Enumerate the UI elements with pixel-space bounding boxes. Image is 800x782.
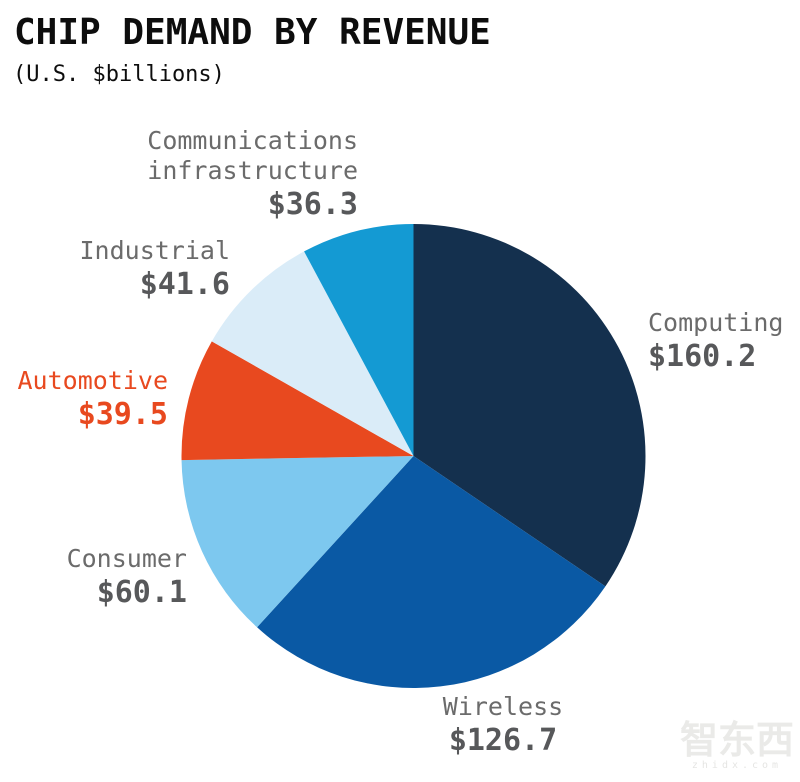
slice-value: $60.1 <box>96 575 187 610</box>
pie-slice-wireless <box>257 456 606 688</box>
annotation-consumer: Consumer $60.1 <box>67 544 187 610</box>
pie-slice-computing <box>413 224 646 587</box>
pie-slice-communications-infrastructure <box>304 223 414 456</box>
pie-slice-industrial <box>211 251 414 456</box>
slice-label: infrastructure <box>147 156 358 185</box>
slice-value: $36.3 <box>267 187 358 222</box>
slice-label: Communications <box>147 126 358 155</box>
slice-label: Industrial <box>79 236 230 265</box>
annotation-communications-infrastructure: Communications infrastructure $36.3 <box>147 126 358 222</box>
slice-label: Consumer <box>66 544 187 573</box>
chart-title: CHIP DEMAND BY REVENUE <box>14 12 491 53</box>
annotation-industrial: Industrial $41.6 <box>79 236 230 302</box>
chart-subtitle: (U.S. $billions) <box>13 62 225 87</box>
slice-label: Wireless <box>442 692 564 721</box>
slice-value: $160.2 <box>648 339 757 374</box>
slice-label: Computing <box>648 308 784 337</box>
annotation-computing: Computing $160.2 <box>648 308 783 374</box>
slice-value: $39.5 <box>77 397 168 432</box>
pie-slice-consumer <box>181 456 414 628</box>
slice-value: $41.6 <box>139 267 230 302</box>
annotation-wireless: Wireless $126.7 <box>383 692 623 758</box>
slice-label: Automotive <box>17 366 168 395</box>
pie-slice-automotive <box>181 341 414 461</box>
annotation-automotive: Automotive $39.5 <box>17 366 168 432</box>
slice-value: $126.7 <box>448 723 558 758</box>
